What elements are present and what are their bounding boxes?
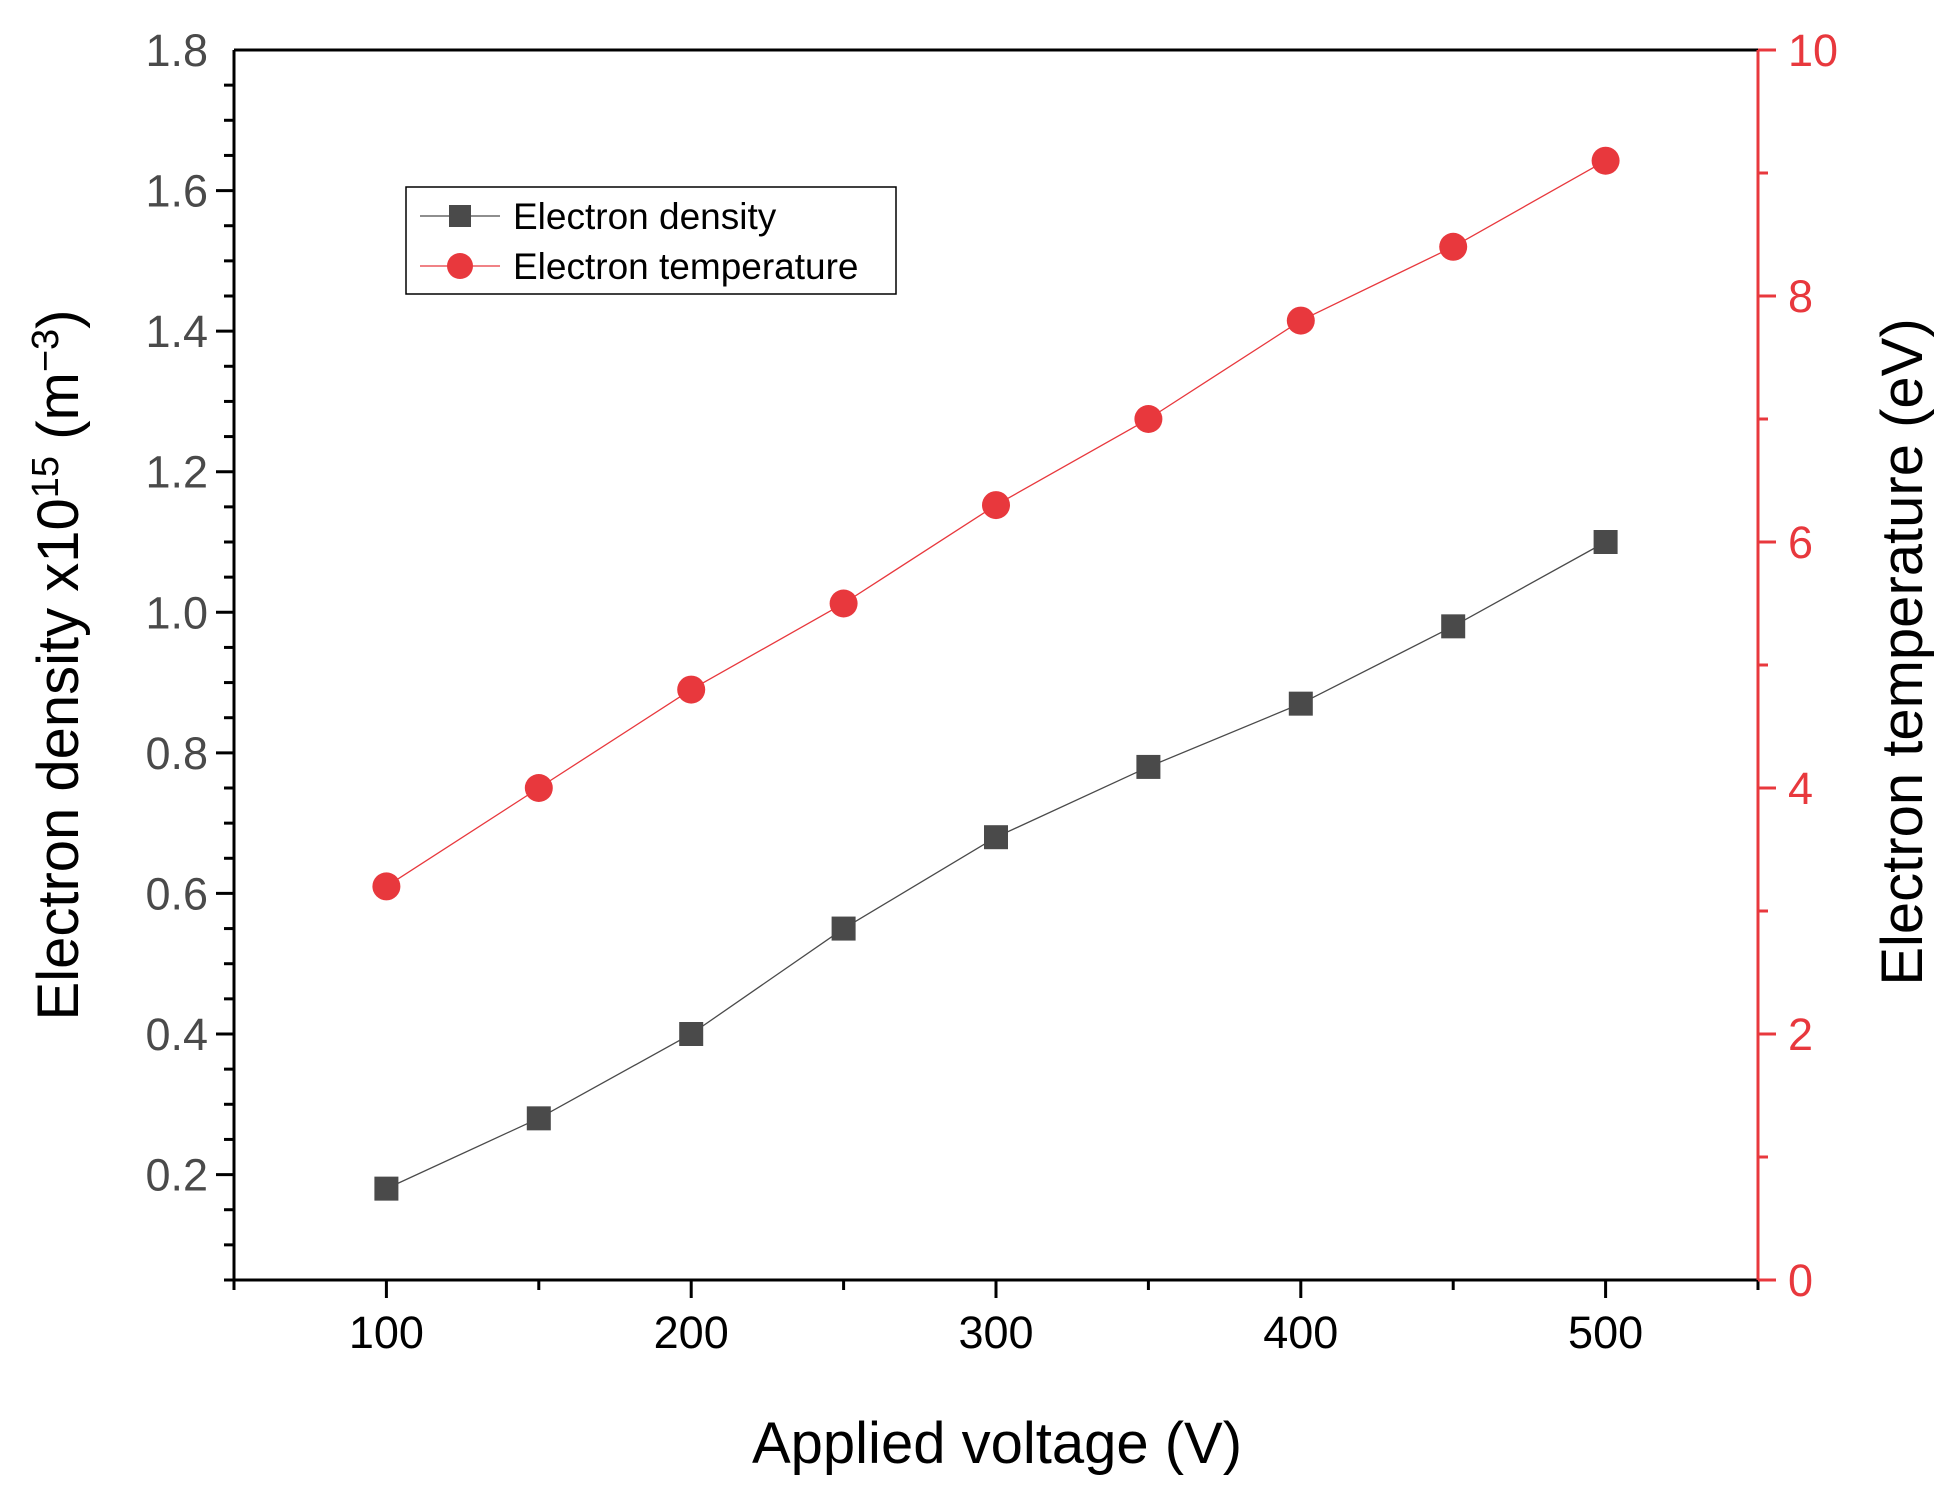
y-axis-title-unit-close: ): [26, 310, 91, 329]
legend-box: [405, 186, 897, 295]
data-point-electron-density: [984, 825, 1008, 850]
y-tick-label: 0.2: [145, 1150, 208, 1201]
data-point-electron-temperature: [982, 491, 1010, 520]
y-tick-label: 1.4: [145, 306, 208, 357]
series-layer: [372, 146, 1620, 1201]
y-axis-title-unit-open: (m: [26, 372, 91, 456]
x-tick-label: 200: [654, 1307, 729, 1358]
data-point-electron-density: [1441, 614, 1466, 639]
y-axis-right-title: Electron temperature (eV): [1870, 318, 1935, 985]
data-point-electron-density: [526, 1106, 551, 1131]
data-point-electron-density: [1288, 691, 1313, 716]
data-point-electron-temperature: [372, 872, 401, 901]
y-tick-label: 1.8: [145, 25, 208, 76]
data-point-electron-density: [374, 1176, 399, 1201]
y2-tick-label: 8: [1788, 271, 1813, 322]
data-point-electron-temperature: [829, 589, 858, 618]
data-point-electron-temperature: [1439, 232, 1468, 261]
y2-tick-label: 10: [1788, 25, 1838, 76]
data-point-electron-temperature: [1134, 405, 1163, 433]
plot-frame: [232, 48, 1760, 1282]
x-tick-label: 500: [1568, 1307, 1643, 1358]
x-axis-title: Applied voltage (V): [752, 1411, 1242, 1476]
y2-tick-label: 6: [1788, 517, 1813, 568]
y2-tick-label: 2: [1788, 1009, 1813, 1060]
y2-tick-label: 4: [1788, 763, 1813, 814]
data-point-electron-temperature: [1286, 306, 1315, 335]
y-axis-title-unit-exponent: −3: [25, 329, 67, 372]
y-tick-label: 1.0: [145, 587, 208, 638]
data-point-electron-density: [1593, 530, 1618, 554]
data-point-electron-density: [1136, 754, 1161, 779]
y-axis-left-title: Electron density x1015 (m−3): [25, 310, 91, 1021]
legend-marker-temperature: [447, 253, 473, 279]
data-point-electron-temperature: [1591, 146, 1620, 175]
y-axis-title-main: Electron density x10: [26, 498, 91, 1020]
data-point-electron-temperature: [677, 675, 706, 704]
y-tick-label: 1.2: [145, 447, 208, 498]
data-point-electron-temperature: [524, 774, 553, 802]
legend: Electron density Electron temperature: [405, 186, 897, 295]
legend-marker-density: [449, 205, 471, 227]
y-tick-label: 0.6: [145, 868, 208, 919]
data-point-electron-density: [679, 1022, 704, 1046]
y-tick-label: 1.6: [145, 166, 208, 217]
legend-label-density: Electron density: [513, 196, 777, 237]
y2-tick-label: 0: [1788, 1255, 1813, 1306]
x-axis: 100 200 300 400 500: [232, 1280, 1760, 1358]
y-axis-title-exponent: 15: [25, 456, 67, 498]
x-tick-label: 100: [349, 1307, 424, 1358]
y-axis-left: 0.2 0.4 0.6 0.8 1.0 1.2 1.4 1.6 1.8: [145, 25, 234, 1282]
y-tick-label: 0.8: [145, 728, 208, 779]
data-point-electron-density: [831, 916, 856, 941]
x-tick-label: 400: [1263, 1307, 1338, 1358]
legend-label-temperature: Electron temperature: [513, 246, 859, 287]
y-tick-label: 0.4: [145, 1009, 208, 1060]
y-axis-right: 0 2 4 6 8 10: [1758, 25, 1838, 1306]
x-tick-label: 300: [958, 1307, 1033, 1358]
